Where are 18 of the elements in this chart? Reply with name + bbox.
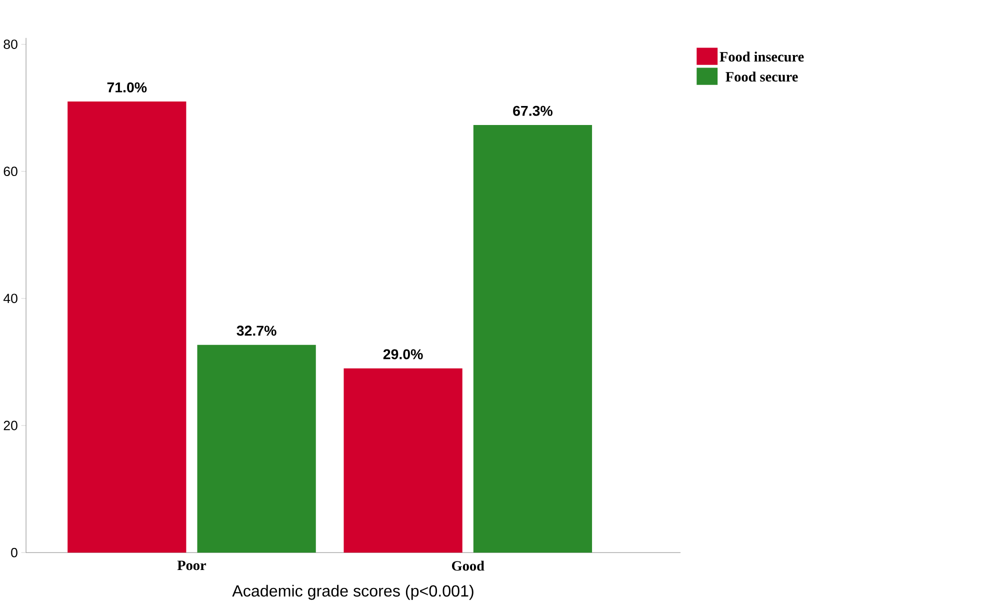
y-tick-label: 0 bbox=[11, 548, 18, 558]
y-tick-label: 80 bbox=[4, 40, 18, 50]
y-tick-label: 40 bbox=[3, 294, 18, 304]
y-tick-label: 20 bbox=[4, 421, 18, 430]
x-axis-title: Academic grade scores (p<0.001) bbox=[232, 585, 474, 600]
data-label: 67.3% bbox=[513, 106, 552, 116]
bar bbox=[197, 345, 316, 553]
x-tick-label: Good bbox=[452, 560, 484, 571]
data-label: 29.0% bbox=[383, 349, 423, 360]
bar bbox=[68, 102, 186, 553]
legend-label: Food secure bbox=[726, 72, 798, 82]
bar bbox=[473, 125, 592, 553]
y-tick-label: 60 bbox=[4, 166, 18, 176]
bar bbox=[344, 368, 462, 553]
x-tick-label: Poor bbox=[177, 560, 206, 570]
data-label: 32.7% bbox=[236, 326, 276, 336]
legend-label: Food insecure bbox=[720, 52, 804, 62]
data-label: 71.0% bbox=[107, 82, 147, 93]
